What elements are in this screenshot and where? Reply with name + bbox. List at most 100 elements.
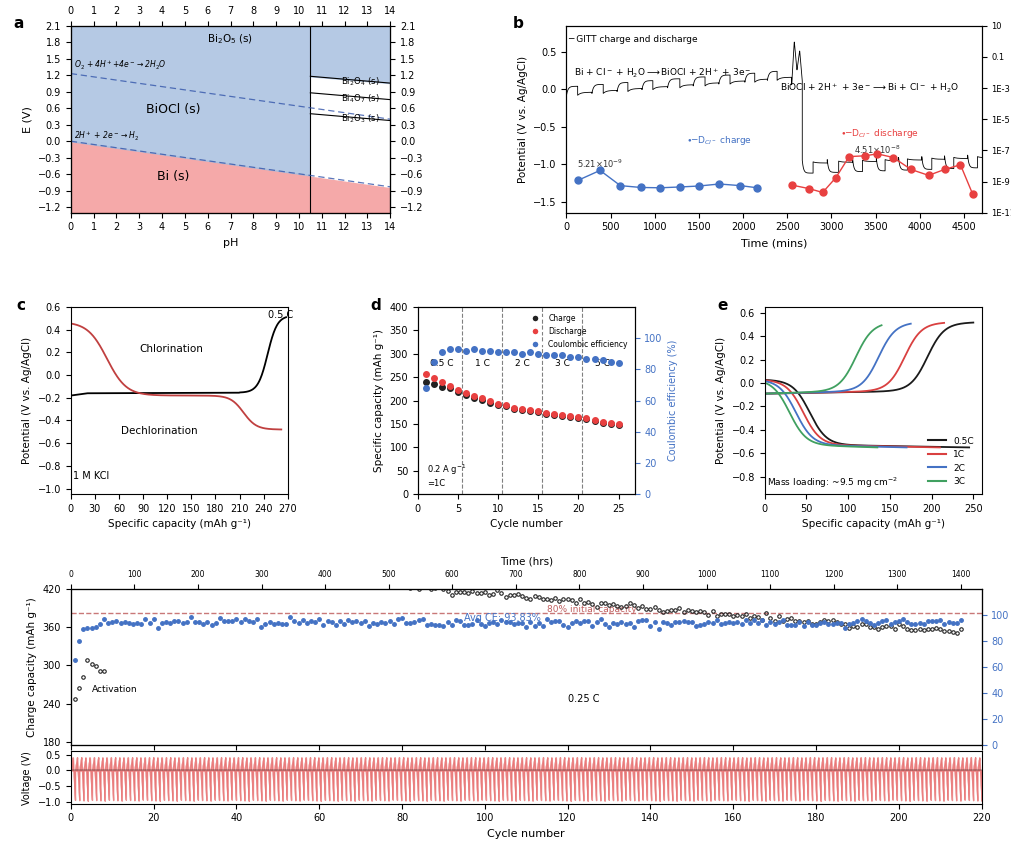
Point [426,377,442,391]
Point [465,389,481,403]
Point [497,398,514,412]
Point [418,375,434,389]
Point [434,375,450,389]
Text: 0.5 C: 0.5 C [430,359,453,368]
Text: e: e [717,298,727,313]
Point [473,344,489,357]
Point [610,357,626,370]
Point [514,402,530,416]
Point [602,416,618,430]
Point [610,418,626,432]
Legend: 0.5C, 1C, 2C, 3C: 0.5C, 1C, 2C, 3C [923,433,977,490]
Text: Avg CE: 93.83%: Avg CE: 93.83% [464,612,541,622]
Point [522,404,538,418]
Point [602,355,618,369]
Text: 1 C: 1 C [474,359,489,368]
Text: c: c [16,298,25,313]
Text: $\bullet$─D$_{Cl^-}$ charge: $\bullet$─D$_{Cl^-}$ charge [685,134,751,147]
Text: 1 M KCl: 1 M KCl [73,471,109,481]
Point [578,411,594,425]
Y-axis label: Coulombic efficiency (%): Coulombic efficiency (%) [667,340,677,462]
Text: Bi$_2$O$_5$ (s): Bi$_2$O$_5$ (s) [207,32,254,46]
Text: 2H$^+$ + 2e$^-$$\rightarrow$H$_2$: 2H$^+$ + 2e$^-$$\rightarrow$H$_2$ [74,130,140,143]
Point [506,345,522,359]
Text: 5.21×10$^{-9}$: 5.21×10$^{-9}$ [576,158,623,170]
Point [593,415,610,428]
Y-axis label: Potential (V vs. Ag/AgCl): Potential (V vs. Ag/AgCl) [22,337,32,464]
Point [450,342,466,356]
Text: Chlorination: Chlorination [140,345,203,355]
Point [426,355,442,369]
Point [418,368,434,381]
Point [465,342,481,356]
Text: $\bullet$─D$_{Cl^-}$ discharge: $\bullet$─D$_{Cl^-}$ discharge [839,127,918,139]
X-axis label: Time (hrs): Time (hrs) [499,557,552,566]
Point [585,414,602,428]
Y-axis label: Potential (V vs. Ag/AgCl): Potential (V vs. Ag/AgCl) [518,56,527,183]
Point [522,404,538,417]
X-axis label: pH: pH [222,238,238,248]
Legend: Charge, Discharge, Coulombic efficiency: Charge, Discharge, Coulombic efficiency [524,311,630,351]
Text: 3 C: 3 C [554,359,569,368]
Point [530,405,546,419]
Point [522,345,538,359]
Point [481,396,497,410]
Text: 5 C: 5 C [594,359,610,368]
Y-axis label: Potential (V vs. Ag/AgCl): Potential (V vs. Ag/AgCl) [716,337,725,464]
Point [506,401,522,415]
Point [442,379,458,392]
Point [489,345,506,359]
Text: O$_2$ + 4H$^+$+4e$^-$$\rightarrow$2H$_2$O: O$_2$ + 4H$^+$+4e$^-$$\rightarrow$2H$_2$… [74,59,167,73]
Point [450,386,466,399]
Text: Bi$_4$O$_7$ (s): Bi$_4$O$_7$ (s) [341,92,379,104]
Point [489,397,506,410]
X-axis label: Cycle number: Cycle number [489,520,562,529]
Point [593,416,610,429]
Point [514,347,530,361]
Text: 2 C: 2 C [515,359,529,368]
Point [481,394,497,408]
Point [450,383,466,397]
Point [570,410,586,424]
Point [546,408,562,422]
Text: 4.51×10$^{-8}$: 4.51×10$^{-8}$ [853,144,900,156]
Point [457,388,473,402]
Point [473,392,489,406]
Point [593,353,610,367]
Point [562,410,578,423]
Y-axis label: Charge capacity (mAh g⁻¹): Charge capacity (mAh g⁻¹) [27,597,37,737]
Point [497,345,514,359]
Text: Bi$_2$O$_4$ (s): Bi$_2$O$_4$ (s) [341,75,379,88]
Y-axis label: Voltage (V): Voltage (V) [22,751,32,805]
Point [578,351,594,365]
X-axis label: Specific capacity (mAh g⁻¹): Specific capacity (mAh g⁻¹) [801,520,944,529]
Point [554,349,570,363]
Text: 0.2 A g$^{-1}$
=1C: 0.2 A g$^{-1}$ =1C [427,463,466,488]
Text: 0.25 C: 0.25 C [567,694,599,705]
Text: 80% initial capacity: 80% initial capacity [546,604,636,614]
Text: a: a [13,16,23,32]
Text: ─ GITT charge and discharge: ─ GITT charge and discharge [568,35,698,44]
Point [442,381,458,395]
Point [465,391,481,404]
Point [418,381,434,395]
Y-axis label: E (V): E (V) [22,106,32,133]
Point [562,351,578,364]
Point [434,345,450,359]
Text: d: d [370,298,380,313]
Point [506,402,522,416]
Text: Dechlorination: Dechlorination [120,426,197,436]
Point [434,380,450,393]
Point [497,399,514,413]
Point [538,349,554,363]
Point [481,344,497,357]
Point [602,417,618,431]
Point [473,391,489,404]
Text: BiOCl + 2H$^+$ + 3e$^-$$\longrightarrow$Bi + Cl$^-$ + H$_2$O: BiOCl + 2H$^+$ + 3e$^-$$\longrightarrow$… [779,82,958,95]
Point [546,407,562,421]
Point [570,351,586,364]
Text: 0.5 C: 0.5 C [267,310,292,321]
Text: b: b [512,16,523,32]
Point [562,409,578,422]
Text: Bi (s): Bi (s) [157,170,189,184]
